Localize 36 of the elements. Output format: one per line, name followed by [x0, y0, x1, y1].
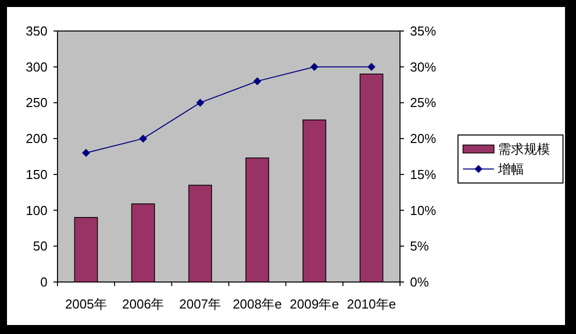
point — [310, 62, 318, 71]
bar — [74, 217, 98, 282]
y2-tick-label: 0% — [410, 274, 430, 290]
x-tick-label: 2006年 — [122, 296, 164, 312]
y2-tick-label: 20% — [410, 131, 436, 146]
bar — [302, 120, 326, 282]
x-tick-label: 2010年e — [346, 296, 396, 312]
y2-tick-label: 25% — [410, 95, 436, 110]
y-tick-label: 300 — [26, 59, 48, 74]
legend-label: 增幅 — [497, 162, 524, 176]
y-tick-label: 150 — [26, 166, 48, 182]
y-tick-label: 250 — [26, 95, 48, 110]
y2-tick-label: 5% — [410, 238, 430, 254]
y-tick-label: 350 — [26, 24, 48, 38]
x-tick-label: 2008年e — [232, 296, 282, 312]
bar — [245, 158, 270, 282]
y-tick-label: 100 — [26, 202, 48, 218]
point — [253, 77, 262, 86]
point — [82, 148, 90, 157]
point — [367, 62, 376, 71]
y2-tick-label: 30% — [410, 59, 436, 74]
x-tick-label: 2005年 — [65, 296, 108, 312]
x-tick-label: 2009年e — [290, 296, 339, 312]
legend-label: 需求规模 — [498, 142, 550, 156]
y-tick-label: 50 — [33, 238, 48, 254]
point — [196, 98, 204, 107]
bar — [188, 184, 212, 282]
y-tick-label: 0 — [40, 274, 48, 290]
bar — [360, 74, 384, 282]
y2-tick-label: 10% — [410, 202, 436, 218]
bar — [131, 203, 155, 282]
y-tick-label: 200 — [26, 131, 48, 146]
y2-tick-label: 15% — [410, 166, 436, 182]
y2-tick-label: 35% — [410, 24, 436, 38]
x-tick-label: 2007年 — [179, 296, 222, 312]
point — [139, 134, 148, 143]
